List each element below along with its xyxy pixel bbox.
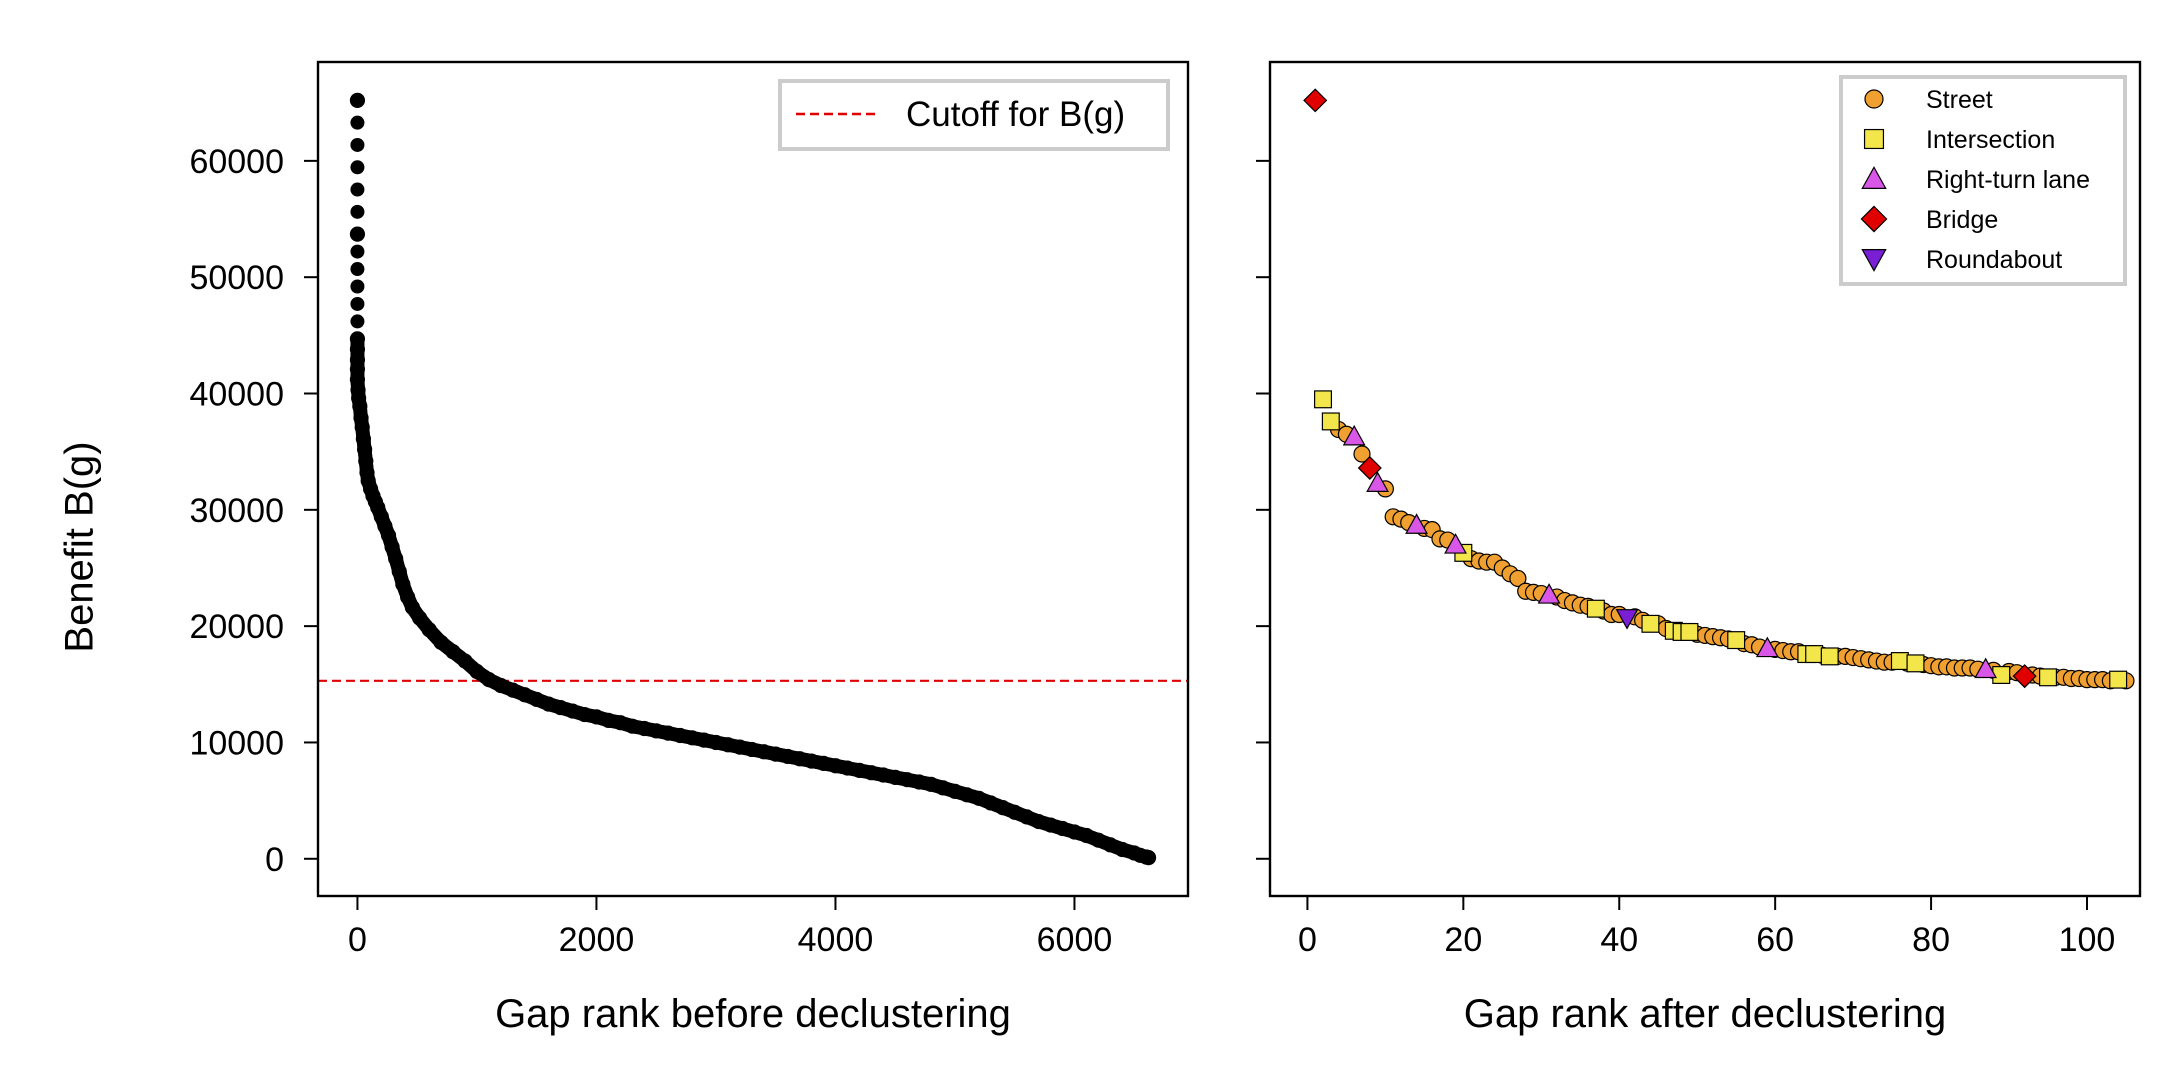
right-right-turn-lane-point (1366, 471, 1390, 492)
left-data-point (349, 226, 366, 242)
left-x-tick-label: 0 (348, 921, 367, 959)
right-intersection-point (1992, 665, 2011, 684)
left-x-axis: 0 2000 4000 6000 (348, 896, 1112, 959)
right-x-tick-label: 100 (2059, 921, 2116, 959)
left-data-point-interp (350, 314, 365, 329)
right-legend-label: Bridge (1926, 206, 1998, 234)
right-legend-label: Street (1926, 86, 1993, 114)
right-plot-marks (1303, 88, 2135, 690)
left-x-tick-label: 4000 (798, 921, 874, 959)
right-legend-roundabout-swatch (1861, 249, 1887, 272)
left-y-tick-label: 0 (265, 841, 284, 879)
right-intersection-point (1314, 390, 1333, 409)
right-x-tick-label: 80 (1912, 921, 1950, 959)
left-legend: Cutoff for B(g) (778, 79, 1170, 151)
right-intersection-point (1906, 654, 1925, 673)
right-legend-street-swatch (1864, 89, 1884, 109)
right-panel: 0 20 40 60 80 100 Gap rank after declustering… (1256, 60, 2142, 1036)
right-right-turn-lane-point (1537, 583, 1561, 604)
right-bridge-point (2012, 664, 2037, 689)
right-intersection-point (2109, 670, 2128, 689)
right-legend-label: Right-turn lane (1926, 166, 2090, 194)
right-right-turn-lane-point (1444, 533, 1467, 554)
right-intersection-point (1321, 412, 1340, 431)
left-data-point (349, 92, 366, 108)
left-x-tick-label: 2000 (559, 921, 635, 959)
left-x-axis-title: Gap rank before declustering (495, 992, 1011, 1036)
right-right-turn-lane-point (1755, 636, 1779, 658)
left-data-point-interp (350, 137, 365, 152)
right-intersection-point (1680, 622, 1699, 641)
left-data-point-interp (350, 115, 365, 130)
left-y-tick-label: 40000 (189, 376, 284, 414)
right-legend-intersection-swatch (1863, 128, 1885, 150)
right-y-axis (1256, 159, 1270, 860)
right-intersection-point (1586, 599, 1605, 618)
right-intersection-point (1727, 631, 1746, 650)
left-data-point-interp (350, 160, 365, 175)
right-legend: Street Intersection Right-turn lane Bridge R… (1839, 75, 2127, 286)
right-x-tick-label: 40 (1600, 921, 1638, 959)
right-right-turn-lane-point (1405, 513, 1428, 534)
left-panel: 0 2000 4000 6000 0 10000 20000 30000 40000 50000… (189, 60, 1190, 1036)
right-legend-frame (1839, 75, 2127, 286)
left-x-tick-label: 6000 (1037, 921, 1113, 959)
left-data-point-interp (350, 296, 365, 311)
right-bridge-point (1357, 455, 1382, 480)
right-plot-frame (1268, 60, 2142, 898)
right-intersection-point (1805, 645, 1824, 664)
right-x-tick-label: 60 (1756, 921, 1794, 959)
left-data-point-interp (350, 204, 365, 219)
left-plot-frame (316, 60, 1190, 898)
right-street-point (1353, 445, 1371, 463)
right-roundabout-point (1615, 609, 1639, 630)
left-y-tick-label: 30000 (189, 492, 284, 530)
right-legend-right-turn-lane-swatch (1861, 166, 1887, 189)
right-legend-bridge-swatch (1860, 205, 1888, 233)
left-y-axis: 0 10000 20000 30000 40000 50000 60000 (189, 143, 318, 879)
right-x-axis: 0 20 40 60 80 100 (1298, 896, 2115, 959)
right-x-axis-title: Gap rank after declustering (1464, 992, 1946, 1036)
left-data-point-interp (1141, 850, 1156, 865)
left-plot-marks (318, 92, 1188, 866)
right-right-turn-lane-point (1974, 657, 1998, 679)
shared-y-axis-title: Benefit B(g) (58, 441, 102, 652)
right-intersection-point (1890, 652, 1909, 671)
right-bridge-point (1303, 88, 1328, 113)
left-data-point-interp (350, 279, 365, 294)
left-y-tick-label: 60000 (189, 143, 284, 181)
right-street-point (1509, 569, 1527, 588)
left-legend-label: Cutoff for B(g) (906, 95, 1125, 134)
left-y-tick-label: 20000 (189, 608, 284, 646)
left-y-tick-label: 10000 (189, 724, 284, 762)
right-legend-label: Intersection (1926, 126, 2055, 154)
right-intersection-point (2039, 668, 2058, 687)
right-x-tick-label: 0 (1298, 921, 1317, 959)
right-x-tick-label: 20 (1444, 921, 1482, 959)
left-data-point-interp (350, 244, 365, 259)
right-intersection-point (1820, 647, 1839, 666)
left-data-point-interp (350, 262, 365, 277)
right-legend-label: Roundabout (1926, 246, 2062, 274)
right-intersection-point (1641, 614, 1660, 633)
right-right-turn-lane-point (1342, 424, 1366, 446)
left-data-point-interp (350, 182, 365, 197)
left-y-tick-label: 50000 (189, 259, 284, 297)
